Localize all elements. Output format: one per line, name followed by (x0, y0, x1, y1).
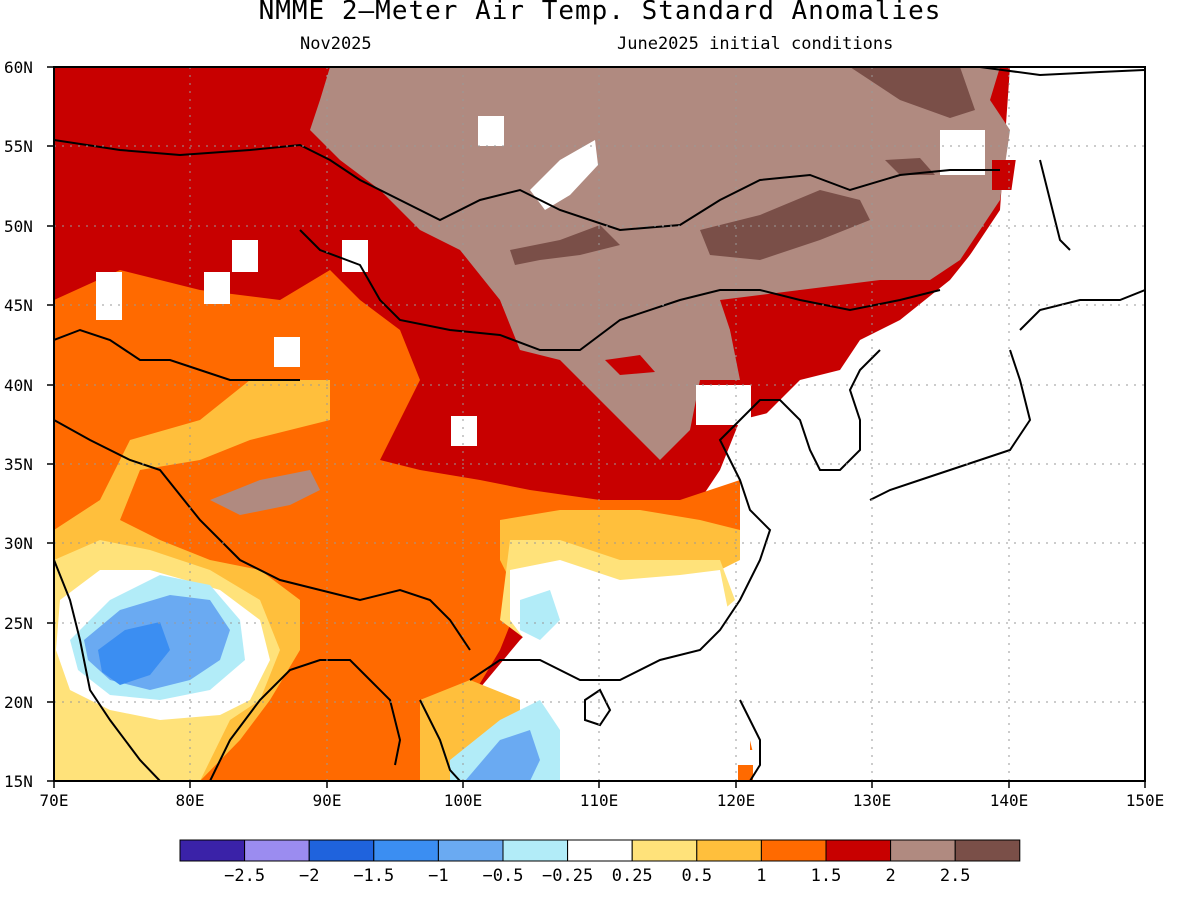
lat-label: 25N (4, 614, 33, 633)
lon-label: 110E (580, 791, 619, 810)
colorbar-swatch (373, 839, 439, 862)
lat-label: 60N (4, 58, 33, 77)
colorbar-swatch (631, 839, 698, 862)
lat-label: 15N (4, 772, 33, 791)
colorbar-label: −0.25 (542, 866, 593, 886)
lon-label: 90E (313, 791, 342, 810)
lon-label: 80E (176, 791, 205, 810)
lon-label: 130E (853, 791, 892, 810)
valid-month-label: Nov2025 (300, 34, 372, 54)
lat-label: 40N (4, 376, 33, 395)
lat-label: 20N (4, 693, 33, 712)
lat-label: 30N (4, 534, 33, 553)
anomaly-field (54, 67, 1145, 781)
colorbar-label: 0.25 (612, 866, 653, 886)
colorbar-label: −2.5 (224, 866, 265, 886)
colorbar-swatch (567, 839, 633, 862)
colorbar-swatch (760, 839, 827, 862)
colorbar-swatch (308, 839, 375, 862)
axis-ticks (47, 66, 1146, 788)
colorbar-label: 2 (885, 866, 895, 886)
lon-label: 70E (40, 791, 69, 810)
colorbar-label: −1.5 (353, 866, 394, 886)
colorbar-swatch (179, 839, 246, 862)
coastlines (54, 67, 1145, 781)
initial-conditions-label: June2025 initial conditions (617, 34, 894, 54)
lon-label: 140E (990, 791, 1029, 810)
colorbar-swatch (437, 839, 504, 862)
longitude-labels: 70E 80E 90E 100E 110E 120E 130E 140E 150… (40, 791, 1165, 810)
colorbar-swatch (696, 839, 762, 862)
map-title: NMME 2—Meter Air Temp. Standard Anomalie… (258, 0, 942, 26)
colorbar-swatch (954, 839, 1021, 862)
lon-label: 120E (717, 791, 756, 810)
colorbar-label: −0.5 (483, 866, 524, 886)
colorbar-label: 1 (756, 866, 766, 886)
colorbar-swatch (825, 839, 892, 862)
latitude-labels: 60N 55N 50N 45N 40N 35N 30N 25N 20N 15N (4, 58, 33, 791)
lat-label: 45N (4, 296, 33, 315)
lat-label: 50N (4, 217, 33, 236)
colorbar-swatch (890, 839, 956, 862)
gridlines (54, 67, 1145, 781)
lon-label: 150E (1126, 791, 1165, 810)
colorbar-label: −1 (428, 866, 448, 886)
colorbar-label: 2.5 (940, 866, 971, 886)
colorbar-swatch (502, 839, 569, 862)
colorbar-label: −2 (299, 866, 319, 886)
lon-label: 100E (444, 791, 483, 810)
colorbar-swatch (244, 839, 310, 862)
colorbar: −2.5 −2 −1.5 −1 −0.5 −0.25 0.25 0.5 1 1.5 2 2.5 (179, 839, 1021, 886)
colorbar-label: 1.5 (811, 866, 842, 886)
lat-label: 55N (4, 137, 33, 156)
lat-label: 35N (4, 455, 33, 474)
colorbar-label: 0.5 (681, 866, 712, 886)
